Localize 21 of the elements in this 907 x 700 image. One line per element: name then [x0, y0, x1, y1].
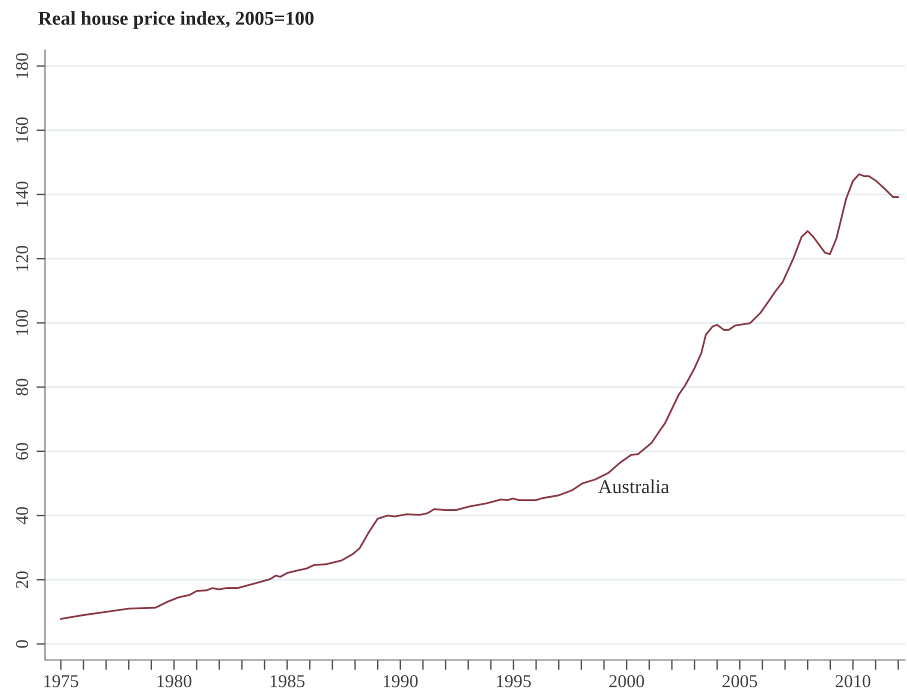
y-tick-label: 60 — [16, 442, 28, 460]
y-tick-label: 140 — [16, 182, 28, 206]
x-tick-label: 1985 — [270, 675, 305, 688]
y-tick-label: 80 — [16, 378, 28, 396]
y-tick-label: 180 — [16, 53, 28, 78]
y-tick-label: 0 — [16, 640, 28, 648]
chart-title: Real house price index, 2005=100 — [38, 11, 314, 29]
y-tick-label: 40 — [16, 507, 28, 524]
x-tick-label: 2005 — [722, 675, 758, 688]
y-tick-label: 120 — [16, 246, 28, 271]
x-tick-label: 2010 — [836, 675, 870, 688]
y-tick-label: 160 — [16, 117, 28, 142]
x-tick-label: 1990 — [384, 675, 418, 688]
x-tick-label: 2000 — [609, 675, 644, 688]
x-tick-label: 1995 — [497, 675, 531, 688]
y-tick-label: 20 — [16, 571, 28, 588]
y-tick-label: 100 — [16, 310, 28, 335]
x-tick-label: 1980 — [158, 675, 192, 688]
series-label: Australia — [598, 480, 670, 494]
x-tick-label: 1975 — [44, 675, 78, 688]
line-series — [60, 173, 900, 620]
